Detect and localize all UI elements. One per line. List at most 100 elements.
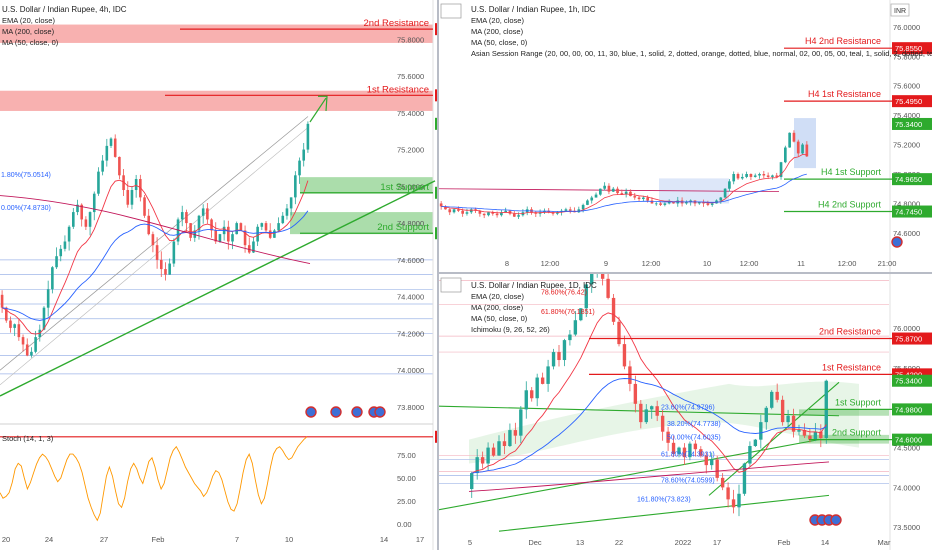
left-candle [302, 149, 306, 161]
left-candle [193, 230, 197, 238]
tr-candle [775, 175, 779, 177]
d1-price-tag-0-bg [892, 332, 932, 345]
tr-candle [796, 141, 800, 154]
left-chart-4h[interactable]: 75.8000 75.6000 75.4000 75.2000 75.0000 74.80… [0, 0, 437, 550]
br-event-flag-icon [830, 514, 842, 526]
br-candle [737, 493, 741, 508]
left-x-label: 20 [2, 535, 10, 544]
left-candle [227, 226, 230, 242]
br-candle [611, 297, 616, 322]
d1-level-label-2: 1st Support [835, 397, 882, 407]
left-candle [92, 193, 96, 213]
left-candle [101, 160, 104, 172]
br-x-label: 2022 [675, 538, 692, 547]
left-candle [30, 351, 33, 356]
br-candle [579, 308, 583, 321]
left-candle [63, 241, 67, 249]
tr-candle [710, 203, 714, 205]
event-flag-icon [305, 406, 317, 418]
br-candle [748, 446, 752, 464]
tr-candle [784, 147, 787, 163]
br-candle [644, 409, 648, 423]
br-lower-trend [498, 494, 830, 532]
level-label-1: 1st Resistance [367, 84, 429, 95]
br-candle [819, 431, 823, 439]
left-candle [25, 344, 29, 356]
tr-candle [736, 174, 740, 179]
br-candle [802, 430, 807, 436]
tr-candle [706, 203, 710, 205]
br-candle [546, 366, 550, 384]
br-candle [770, 391, 774, 408]
left_panel-y-tick: 74.0000 [397, 366, 424, 375]
br-candle [584, 284, 588, 309]
d1-level-label-1: 1st Resistance [822, 362, 881, 372]
bottom-right-chart-1d[interactable]: 76.000075.500075.000074.500074.000073.50… [439, 274, 932, 550]
tr-candle [594, 194, 598, 198]
tr-candle [805, 144, 809, 157]
top_right-y-tick: 75.6000 [893, 82, 920, 91]
left-candle [214, 230, 218, 242]
tr-candle [512, 213, 516, 217]
left-candle [55, 256, 58, 268]
left_panel-y-tick: 74.2000 [397, 329, 424, 338]
tr-candle [663, 203, 667, 205]
left_panel-y-tick: 75.4000 [397, 109, 424, 118]
bottom_right-y-tick: 74.0000 [893, 483, 920, 492]
top_right-y-tick: 75.8000 [893, 52, 920, 61]
left-candle [109, 138, 113, 146]
br-candle [704, 455, 708, 466]
br-candle [600, 274, 605, 279]
left-candle [84, 219, 88, 227]
bottom_right-legend-line: MA (200, close) [471, 303, 524, 312]
tr-candle [801, 144, 804, 154]
tr-candle [629, 191, 632, 197]
tr-x-label: 12:00 [740, 259, 759, 268]
top_right-y-tick: 75.2000 [893, 141, 920, 150]
left-candle [155, 245, 159, 260]
tr-candle [740, 176, 744, 179]
tr-x-label: 12:00 [541, 259, 560, 268]
br-candle [606, 278, 610, 298]
left-candle [72, 212, 75, 227]
tr-candle [646, 197, 649, 201]
left_panel-y-tick: 75.6000 [397, 72, 424, 81]
br-candle [742, 463, 747, 494]
tr-candle [487, 212, 490, 216]
left-candle [51, 267, 54, 290]
br-candle [715, 459, 719, 478]
vertical-divider[interactable] [437, 0, 439, 550]
left-candle [46, 289, 50, 308]
br-x-label: Dec [528, 538, 542, 547]
br-candle [660, 415, 665, 432]
tr-candle [753, 175, 757, 177]
left-candle [256, 226, 259, 242]
tr-candle [620, 193, 624, 195]
left-candle [130, 190, 134, 205]
br-candle [508, 430, 512, 447]
left_panel-y-tick: 75.2000 [397, 146, 424, 155]
br-current-price-tag: 75.3400 [895, 377, 922, 386]
tr-x-label: 12:00 [642, 259, 661, 268]
left-candle [298, 160, 301, 176]
session-box [794, 118, 816, 169]
br-candle [470, 473, 474, 490]
br-candle [813, 431, 818, 440]
br-candle [573, 320, 578, 335]
br-x-label: 5 [468, 538, 472, 547]
br-channel-top [439, 405, 840, 417]
h4-price-tag-0: 75.8550 [895, 44, 922, 53]
br-x-label: 22 [615, 538, 623, 547]
tr-candle [637, 197, 641, 200]
horizontal-divider[interactable] [439, 272, 932, 274]
tr-candle [650, 200, 654, 204]
stoch-tick: 0.00 [397, 520, 412, 529]
br-candle [628, 366, 632, 384]
tr-candle [654, 203, 658, 205]
br-candle [775, 391, 779, 400]
top-right-chart-1h[interactable]: 76.000075.800075.600075.400075.200075.00… [439, 0, 932, 272]
ma200-line [0, 195, 311, 265]
tr-candle [745, 174, 748, 177]
tr-candle [568, 209, 572, 211]
h4-level-label-1: H4 1st Resistance [808, 89, 881, 99]
